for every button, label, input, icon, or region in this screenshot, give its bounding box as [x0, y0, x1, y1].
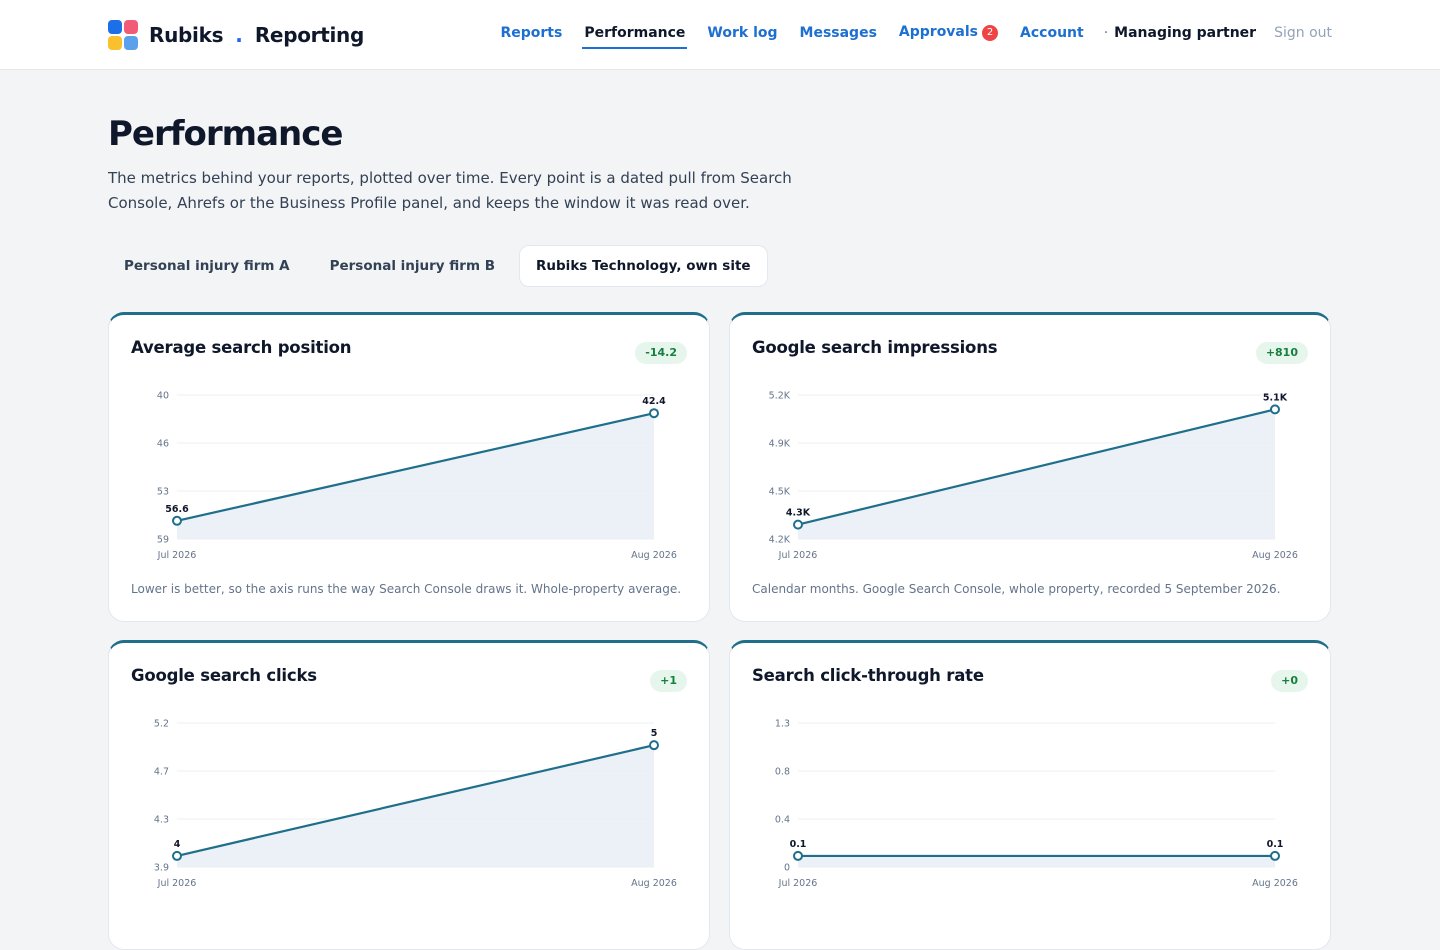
data-point	[172, 515, 182, 526]
y-tick-label: 59	[157, 535, 169, 546]
card-title: Search click-through rate	[752, 666, 984, 685]
data-point	[1270, 404, 1280, 415]
main-nav: Reports Performance Work log Messages Ap…	[478, 24, 1332, 49]
x-tick-label: Jul 2026	[157, 878, 197, 889]
area-fill	[177, 745, 654, 867]
data-point	[1270, 850, 1280, 861]
y-tick-label: 3.9	[154, 863, 169, 874]
data-label: 4.3K	[786, 508, 811, 519]
y-tick-label: 53	[157, 487, 169, 498]
tab-personal-injury-firm-b[interactable]: Personal injury firm B	[329, 258, 496, 274]
x-tick-label: Aug 2026	[631, 878, 677, 889]
logo-grid-icon	[108, 20, 138, 50]
tab-personal-injury-firm-a[interactable]: Personal injury firm A	[124, 258, 290, 274]
line-chart: 40 46 53 59 56.6 Jul 2026 42.4 Aug 2026	[157, 391, 677, 562]
data-point	[649, 740, 659, 751]
data-label: 42.4	[642, 396, 666, 407]
x-tick-label: Jul 2026	[157, 550, 197, 561]
brand-name: Rubiks	[149, 23, 224, 47]
area-fill	[177, 413, 654, 539]
data-point	[649, 408, 659, 419]
data-point	[172, 850, 182, 861]
nav-approvals[interactable]: Approvals 2	[898, 24, 999, 49]
line-chart: 5.2K 4.9K 4.5K 4.2K 4.3K Jul 2026 5.1K Aug 2026	[769, 391, 1298, 562]
client-tabs: Personal injury firm A Personal injury f…	[108, 245, 776, 287]
y-tick-label: 5.2	[154, 719, 169, 730]
card-note: Calendar months. Google Search Console, …	[752, 582, 1281, 596]
delta-badge: +810	[1255, 342, 1308, 364]
logo-square	[108, 36, 122, 50]
y-tick-label: 4.3	[154, 815, 169, 826]
series-line	[176, 412, 655, 522]
metric-card-ctr: Search click-through rate +0 1.3 0.8 0.4 0 0…	[729, 640, 1331, 950]
data-point	[793, 519, 803, 530]
area-fill	[798, 855, 1275, 867]
sign-out-link[interactable]: Sign out	[1274, 24, 1332, 41]
nav-reports[interactable]: Reports	[500, 24, 563, 41]
logo-square	[108, 20, 122, 34]
user-role: Managing partner	[1104, 25, 1256, 49]
y-tick-label: 4.9K	[769, 439, 791, 450]
y-tick-label: 4.5K	[769, 487, 791, 498]
x-tick-label: Jul 2026	[778, 550, 818, 561]
data-label: 4	[174, 839, 181, 850]
delta-badge: -14.2	[635, 342, 687, 364]
product-name: Reporting	[254, 23, 364, 47]
data-label: 5.1K	[1263, 392, 1288, 403]
delta-badge: +1	[650, 670, 687, 692]
series-line	[797, 408, 1276, 526]
metric-card-average-position: Average search position -14.2 40 46 53 59 56…	[108, 312, 710, 622]
x-tick-label: Aug 2026	[1252, 878, 1298, 889]
card-title: Average search position	[131, 338, 352, 357]
data-label: 56.6	[165, 504, 189, 515]
nav-approvals-label: Approvals	[898, 24, 979, 40]
line-chart: 5.2 4.7 4.3 3.9 4 Jul 2026 5 Aug 2026	[154, 719, 677, 890]
y-tick-label: 5.2K	[769, 391, 791, 402]
y-tick-label: 4.2K	[769, 535, 791, 546]
brand-separator: .	[235, 23, 243, 47]
y-tick-label: 4.7	[154, 767, 169, 778]
y-tick-label: 0.4	[775, 815, 790, 826]
line-chart: 1.3 0.8 0.4 0 0.1 Jul 2026 0.1 Aug 2026	[775, 719, 1298, 890]
y-tick-label: 1.3	[775, 719, 790, 730]
data-point	[793, 850, 803, 861]
y-tick-label: 0.8	[775, 767, 790, 778]
delta-badge: +0	[1271, 670, 1308, 692]
nav-messages[interactable]: Messages	[799, 24, 877, 41]
approvals-count-badge: 2	[982, 25, 999, 41]
series-line	[176, 744, 655, 857]
x-tick-label: Aug 2026	[631, 550, 677, 561]
page-title: Performance	[108, 114, 343, 154]
logo-square	[124, 36, 138, 50]
nav-work-log[interactable]: Work log	[707, 24, 778, 41]
x-tick-label: Jul 2026	[778, 878, 818, 889]
nav-performance[interactable]: Performance	[582, 25, 688, 49]
data-label: 0.1	[790, 839, 807, 850]
tab-rubiks-technology[interactable]: Rubiks Technology, own site	[519, 245, 768, 287]
nav-account[interactable]: Account	[1020, 24, 1084, 41]
area-fill	[798, 409, 1275, 539]
metric-card-clicks: Google search clicks +1 5.2 4.7 4.3 3.9 4 Jul…	[108, 640, 710, 950]
metric-card-impressions: Google search impressions +810 5.2K 4.9K 4…	[729, 312, 1331, 622]
y-tick-label: 0	[784, 863, 790, 874]
y-tick-label: 40	[157, 391, 169, 402]
y-tick-label: 46	[157, 439, 169, 450]
card-title: Google search clicks	[131, 666, 317, 685]
logo-square	[124, 20, 138, 34]
card-title: Google search impressions	[752, 338, 998, 357]
card-note: Lower is better, so the axis runs the wa…	[131, 582, 682, 596]
x-tick-label: Aug 2026	[1252, 550, 1298, 561]
page-description: The metrics behind your reports, plotted…	[108, 169, 792, 212]
data-label: 5	[651, 728, 658, 739]
top-bar: Rubiks . Reporting Reports Performance W…	[0, 0, 1440, 70]
data-label: 0.1	[1267, 839, 1284, 850]
brand-logo[interactable]: Rubiks . Reporting	[108, 20, 364, 50]
